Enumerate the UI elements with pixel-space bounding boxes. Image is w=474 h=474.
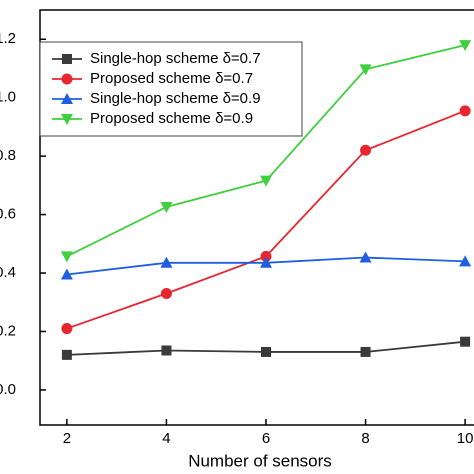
x-tick-label: 2 xyxy=(63,430,71,447)
legend-marker xyxy=(61,93,73,104)
marker xyxy=(61,349,72,360)
legend-label: Single-hop scheme δ=0.9 xyxy=(90,90,261,107)
marker xyxy=(360,346,371,357)
marker xyxy=(260,250,272,262)
marker xyxy=(160,201,173,213)
x-tick-label: 10 xyxy=(457,430,474,447)
y-tick-label: 1.2 xyxy=(0,30,16,47)
x-axis-label: Number of sensors xyxy=(188,451,332,470)
marker xyxy=(60,251,73,263)
marker xyxy=(260,256,272,268)
legend-box xyxy=(39,41,303,137)
legend-marker xyxy=(61,114,73,125)
marker xyxy=(460,336,471,347)
marker xyxy=(359,64,372,76)
y-tick-label: 0.2 xyxy=(0,322,16,339)
legend-marker xyxy=(61,73,73,85)
y-tick-label: 1.0 xyxy=(0,89,16,106)
plot-frame xyxy=(39,9,474,426)
marker xyxy=(459,105,471,117)
marker xyxy=(459,255,472,267)
legend-marker xyxy=(62,54,72,64)
legend-label: Proposed scheme δ=0.9 xyxy=(90,110,253,127)
y-tick-label: 0.6 xyxy=(0,206,16,223)
x-tick-label: 4 xyxy=(162,430,170,447)
marker xyxy=(160,287,172,299)
y-tick-label: 0.4 xyxy=(0,264,16,281)
y-tick-label: 0.0 xyxy=(0,381,16,398)
marker xyxy=(260,175,272,187)
marker xyxy=(60,268,73,280)
marker xyxy=(161,345,172,356)
series-line xyxy=(66,109,466,330)
y-tick-label: 0.8 xyxy=(0,147,16,164)
marker xyxy=(160,256,173,268)
marker xyxy=(261,346,271,357)
x-tick-label: 6 xyxy=(262,430,270,447)
legend-label: Proposed scheme δ=0.7 xyxy=(90,70,253,87)
marker xyxy=(61,323,73,335)
x-tick-label: 8 xyxy=(361,430,369,447)
marker xyxy=(359,251,372,263)
marker xyxy=(360,144,372,156)
marker xyxy=(459,40,472,52)
legend-label: Single-hop scheme δ=0.7 xyxy=(90,50,261,67)
